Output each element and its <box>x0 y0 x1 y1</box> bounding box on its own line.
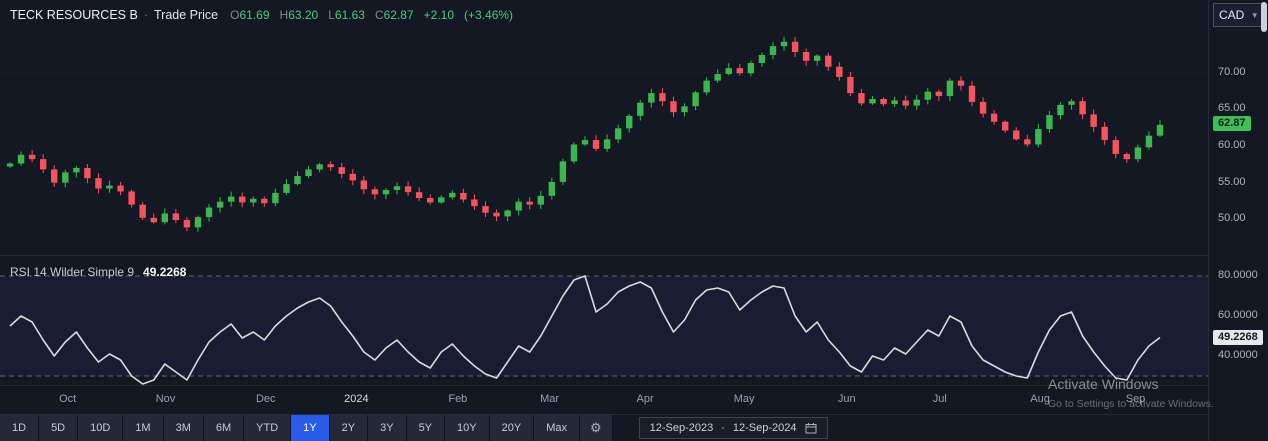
gear-icon: ⚙ <box>589 420 602 435</box>
bottom-toolbar: 1D 5D 10D 1M 3M 6M YTD 1Y 2Y 3Y 5Y 10Y 20Y Max ⚙ 12-S… <box>0 414 1208 441</box>
currency-select[interactable]: CAD ▾ <box>1213 3 1263 27</box>
high-label: H <box>279 8 289 22</box>
time-axis-label: Oct <box>59 393 77 405</box>
time-axis-label: May <box>733 393 755 405</box>
symbol-name: TECK RESOURCES B <box>10 8 138 22</box>
low-value: 61.63 <box>334 8 365 22</box>
series-name: Trade Price <box>153 8 219 22</box>
low-label: L <box>328 8 335 22</box>
panel-divider <box>0 255 1268 256</box>
date-range-dash: - <box>721 422 725 434</box>
last-price-badge: 62.87 <box>1213 115 1251 131</box>
date-to-value[interactable]: 12-Sep-2024 <box>732 422 797 434</box>
close-readout: C62.87 <box>375 8 414 22</box>
calendar-icon[interactable] <box>805 422 817 434</box>
time-axis-label: Dec <box>255 393 276 405</box>
range-ytd[interactable]: YTD <box>244 415 292 441</box>
rsi-tick-label: 40.0000 <box>1218 349 1258 361</box>
rsi-chart-canvas[interactable] <box>0 256 1208 386</box>
price-chart-panel <box>0 30 1208 256</box>
rsi-panel: RSI 14 Wilder Simple 9 49.2268 <box>0 256 1208 386</box>
chevron-down-icon: ▾ <box>1252 9 1257 20</box>
axis-divider <box>0 385 1268 386</box>
range-5y[interactable]: 5Y <box>406 415 446 441</box>
range-2y[interactable]: 2Y <box>329 415 369 441</box>
close-label: C <box>374 8 384 22</box>
time-axis[interactable]: Oct Nov Dec 2024 Feb Mar Apr May Jun Jul Aug Sep <box>0 386 1208 414</box>
time-axis-label: Jun <box>837 393 856 405</box>
price-tick-label: 50.00 <box>1218 212 1246 225</box>
price-tick-label: 55.00 <box>1218 175 1246 188</box>
rsi-legend: RSI 14 Wilder Simple 9 49.2268 <box>10 265 186 279</box>
close-value: 62.87 <box>383 8 414 22</box>
date-range-picker[interactable]: 12-Sep-2023 - 12-Sep-2024 <box>638 417 828 439</box>
low-readout: L61.63 <box>328 8 365 22</box>
range-6m[interactable]: 6M <box>203 415 245 441</box>
range-1y[interactable]: 1Y <box>291 415 330 441</box>
time-axis-label: Mar <box>540 393 560 405</box>
range-selector: 1D 5D 10D 1M 3M 6M YTD 1Y 2Y 3Y 5Y 10Y 20Y Max <box>0 415 580 441</box>
rsi-current-value: 49.2268 <box>143 265 187 279</box>
time-axis-label: Apr <box>636 393 654 405</box>
legend-separator: · <box>143 8 148 22</box>
change-percent: (+3.46%) <box>464 8 514 22</box>
rsi-tick-label: 80.0000 <box>1218 269 1258 281</box>
range-1m[interactable]: 1M <box>123 415 164 441</box>
change-value: +2.10 <box>423 8 455 22</box>
range-3y[interactable]: 3Y <box>368 415 407 441</box>
price-tick-label: 70.00 <box>1218 65 1246 78</box>
date-from-value[interactable]: 12-Sep-2023 <box>649 422 714 434</box>
time-axis-label: Feb <box>448 393 468 405</box>
time-axis-label: Aug <box>1030 393 1050 405</box>
rsi-tick-label: 60.0000 <box>1218 309 1258 321</box>
open-label: O <box>230 8 240 22</box>
time-axis-label: Nov <box>155 393 176 405</box>
ohlc-readout: O61.69 H63.20 L61.63 C62.87 +2.10 (+3.46… <box>230 8 513 22</box>
high-value: 63.20 <box>288 8 319 22</box>
scrollbar-thumb[interactable] <box>1261 2 1267 32</box>
time-axis-label: Sep <box>1125 393 1146 405</box>
price-chart-canvas[interactable] <box>0 30 1208 256</box>
open-readout: O61.69 <box>230 8 269 22</box>
range-3m[interactable]: 3M <box>163 415 204 441</box>
range-max[interactable]: Max <box>534 415 580 441</box>
rsi-study-label: RSI 14 Wilder Simple 9 <box>10 265 135 279</box>
currency-value: CAD <box>1219 8 1245 22</box>
price-tick-label: 65.00 <box>1218 102 1246 115</box>
time-axis-label: 2024 <box>344 393 369 405</box>
high-readout: H63.20 <box>280 8 319 22</box>
price-tick-label: 60.00 <box>1218 138 1246 151</box>
range-10d[interactable]: 10D <box>78 415 124 441</box>
open-value: 61.69 <box>239 8 270 22</box>
range-20y[interactable]: 20Y <box>489 415 535 441</box>
chart-legend: TECK RESOURCES B · Trade Price O61.69 H6… <box>0 0 1208 30</box>
chart-settings-button[interactable]: ⚙ <box>579 415 613 441</box>
range-10y[interactable]: 10Y <box>445 415 490 441</box>
time-axis-label: Jul <box>932 393 947 405</box>
rsi-value-badge: 49.2268 <box>1213 329 1263 345</box>
price-axis-rail[interactable]: CAD ▾ 62.87 49.2268 50.00 55.00 60.00 65.00… <box>1208 0 1268 441</box>
range-1d[interactable]: 1D <box>0 415 40 441</box>
range-5d[interactable]: 5D <box>39 415 79 441</box>
